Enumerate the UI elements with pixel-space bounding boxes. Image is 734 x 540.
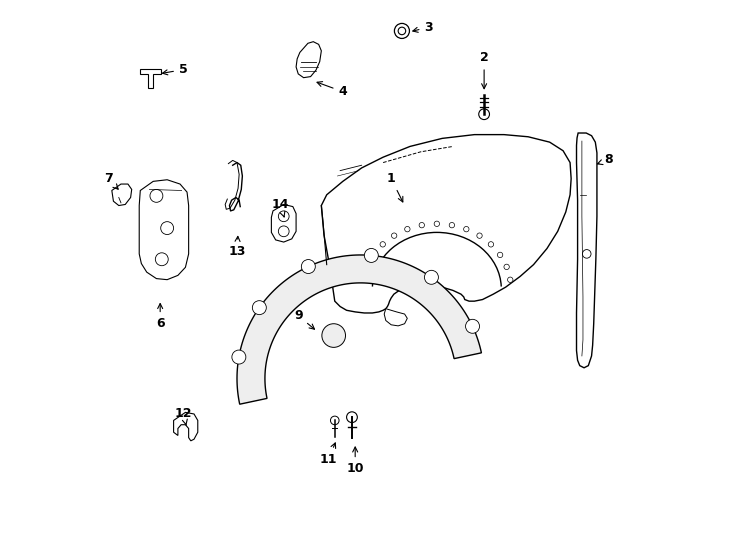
Text: 14: 14 — [272, 198, 288, 217]
Text: 13: 13 — [228, 237, 246, 258]
Text: 5: 5 — [162, 63, 188, 76]
Text: 6: 6 — [156, 303, 164, 330]
Text: 7: 7 — [103, 172, 118, 189]
Circle shape — [582, 249, 591, 258]
Circle shape — [150, 190, 163, 202]
Circle shape — [330, 416, 339, 425]
Circle shape — [161, 221, 174, 234]
Circle shape — [449, 222, 454, 228]
Polygon shape — [272, 205, 296, 242]
Text: 2: 2 — [480, 51, 489, 89]
Circle shape — [322, 323, 346, 347]
Circle shape — [434, 221, 440, 226]
Circle shape — [380, 242, 385, 247]
Circle shape — [464, 226, 469, 232]
Polygon shape — [139, 180, 189, 280]
Circle shape — [302, 260, 316, 274]
Circle shape — [504, 264, 509, 269]
Polygon shape — [384, 309, 407, 326]
Circle shape — [346, 412, 357, 423]
Circle shape — [371, 252, 377, 258]
Polygon shape — [237, 255, 482, 404]
Text: 3: 3 — [413, 21, 433, 33]
Circle shape — [394, 23, 410, 38]
Polygon shape — [321, 134, 571, 313]
Circle shape — [477, 233, 482, 238]
Circle shape — [156, 253, 168, 266]
Text: 1: 1 — [387, 172, 403, 202]
Polygon shape — [112, 184, 131, 206]
Circle shape — [424, 271, 438, 284]
Text: 9: 9 — [294, 309, 314, 329]
Circle shape — [364, 248, 378, 262]
Polygon shape — [174, 413, 197, 441]
Polygon shape — [140, 69, 161, 89]
Text: 8: 8 — [597, 153, 613, 166]
Circle shape — [360, 277, 366, 282]
Circle shape — [398, 27, 406, 35]
Circle shape — [508, 277, 513, 282]
Polygon shape — [576, 133, 597, 368]
Circle shape — [278, 211, 289, 221]
Circle shape — [278, 226, 289, 237]
Circle shape — [404, 226, 410, 232]
Circle shape — [488, 242, 494, 247]
Polygon shape — [296, 42, 321, 78]
Circle shape — [465, 319, 479, 333]
Circle shape — [232, 350, 246, 364]
Text: 4: 4 — [317, 82, 347, 98]
Circle shape — [498, 252, 503, 258]
Circle shape — [364, 264, 370, 269]
Circle shape — [252, 301, 266, 315]
Text: 12: 12 — [175, 407, 192, 426]
Text: 10: 10 — [346, 447, 364, 475]
Circle shape — [479, 109, 490, 119]
Text: 11: 11 — [319, 443, 337, 465]
Circle shape — [391, 233, 397, 238]
Circle shape — [419, 222, 424, 228]
